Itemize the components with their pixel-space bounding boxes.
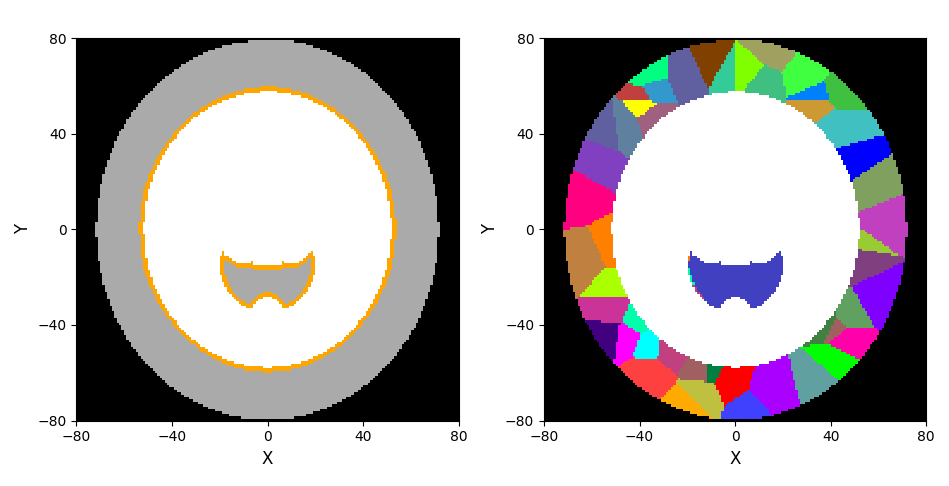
Text: (b): (b): [551, 50, 579, 69]
X-axis label: X: X: [730, 450, 741, 468]
Y-axis label: Y: Y: [481, 224, 499, 234]
Y-axis label: Y: Y: [14, 224, 32, 234]
Text: (a): (a): [84, 50, 111, 69]
X-axis label: X: X: [262, 450, 273, 468]
